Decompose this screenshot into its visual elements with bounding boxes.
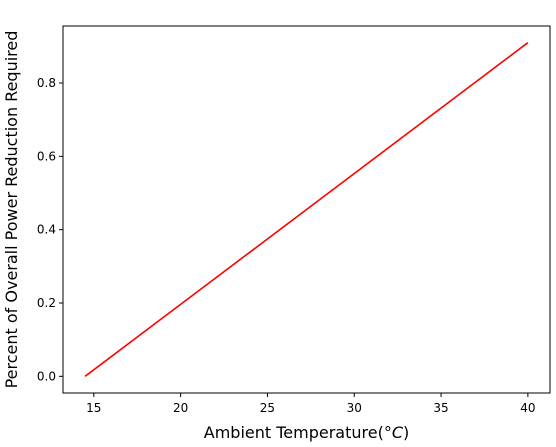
x-tick-label: 30 [347, 401, 362, 415]
x-tick-label: 35 [433, 401, 448, 415]
y-tick-label: 0.0 [37, 369, 56, 383]
y-axis-label: Percent of Overall Power Reduction Requi… [2, 31, 21, 389]
x-tick-label: 15 [86, 401, 101, 415]
axes-frame [62, 25, 551, 394]
series-line-0 [84, 42, 529, 377]
y-tick-label: 0.4 [37, 223, 56, 237]
y-axis-ticks: 0.0 0.2 0.4 0.6 0.8 [37, 76, 63, 383]
y-tick-label: 0.6 [37, 149, 56, 163]
x-axis-label: Ambient Temperature(°C) [204, 423, 410, 442]
x-tick-label: 25 [260, 401, 275, 415]
x-axis-label-close: ) [403, 423, 409, 442]
x-tick-label: 20 [173, 401, 188, 415]
y-tick-label: 0.2 [37, 296, 56, 310]
y-tick-label: 0.8 [37, 76, 56, 90]
x-axis-label-text: Ambient Temperature( [204, 423, 384, 442]
x-axis-label-unit: °C [384, 423, 404, 442]
x-axis-ticks: 15 20 25 30 35 40 [86, 393, 536, 415]
x-tick-label: 40 [520, 401, 535, 415]
plot-area [84, 42, 529, 377]
